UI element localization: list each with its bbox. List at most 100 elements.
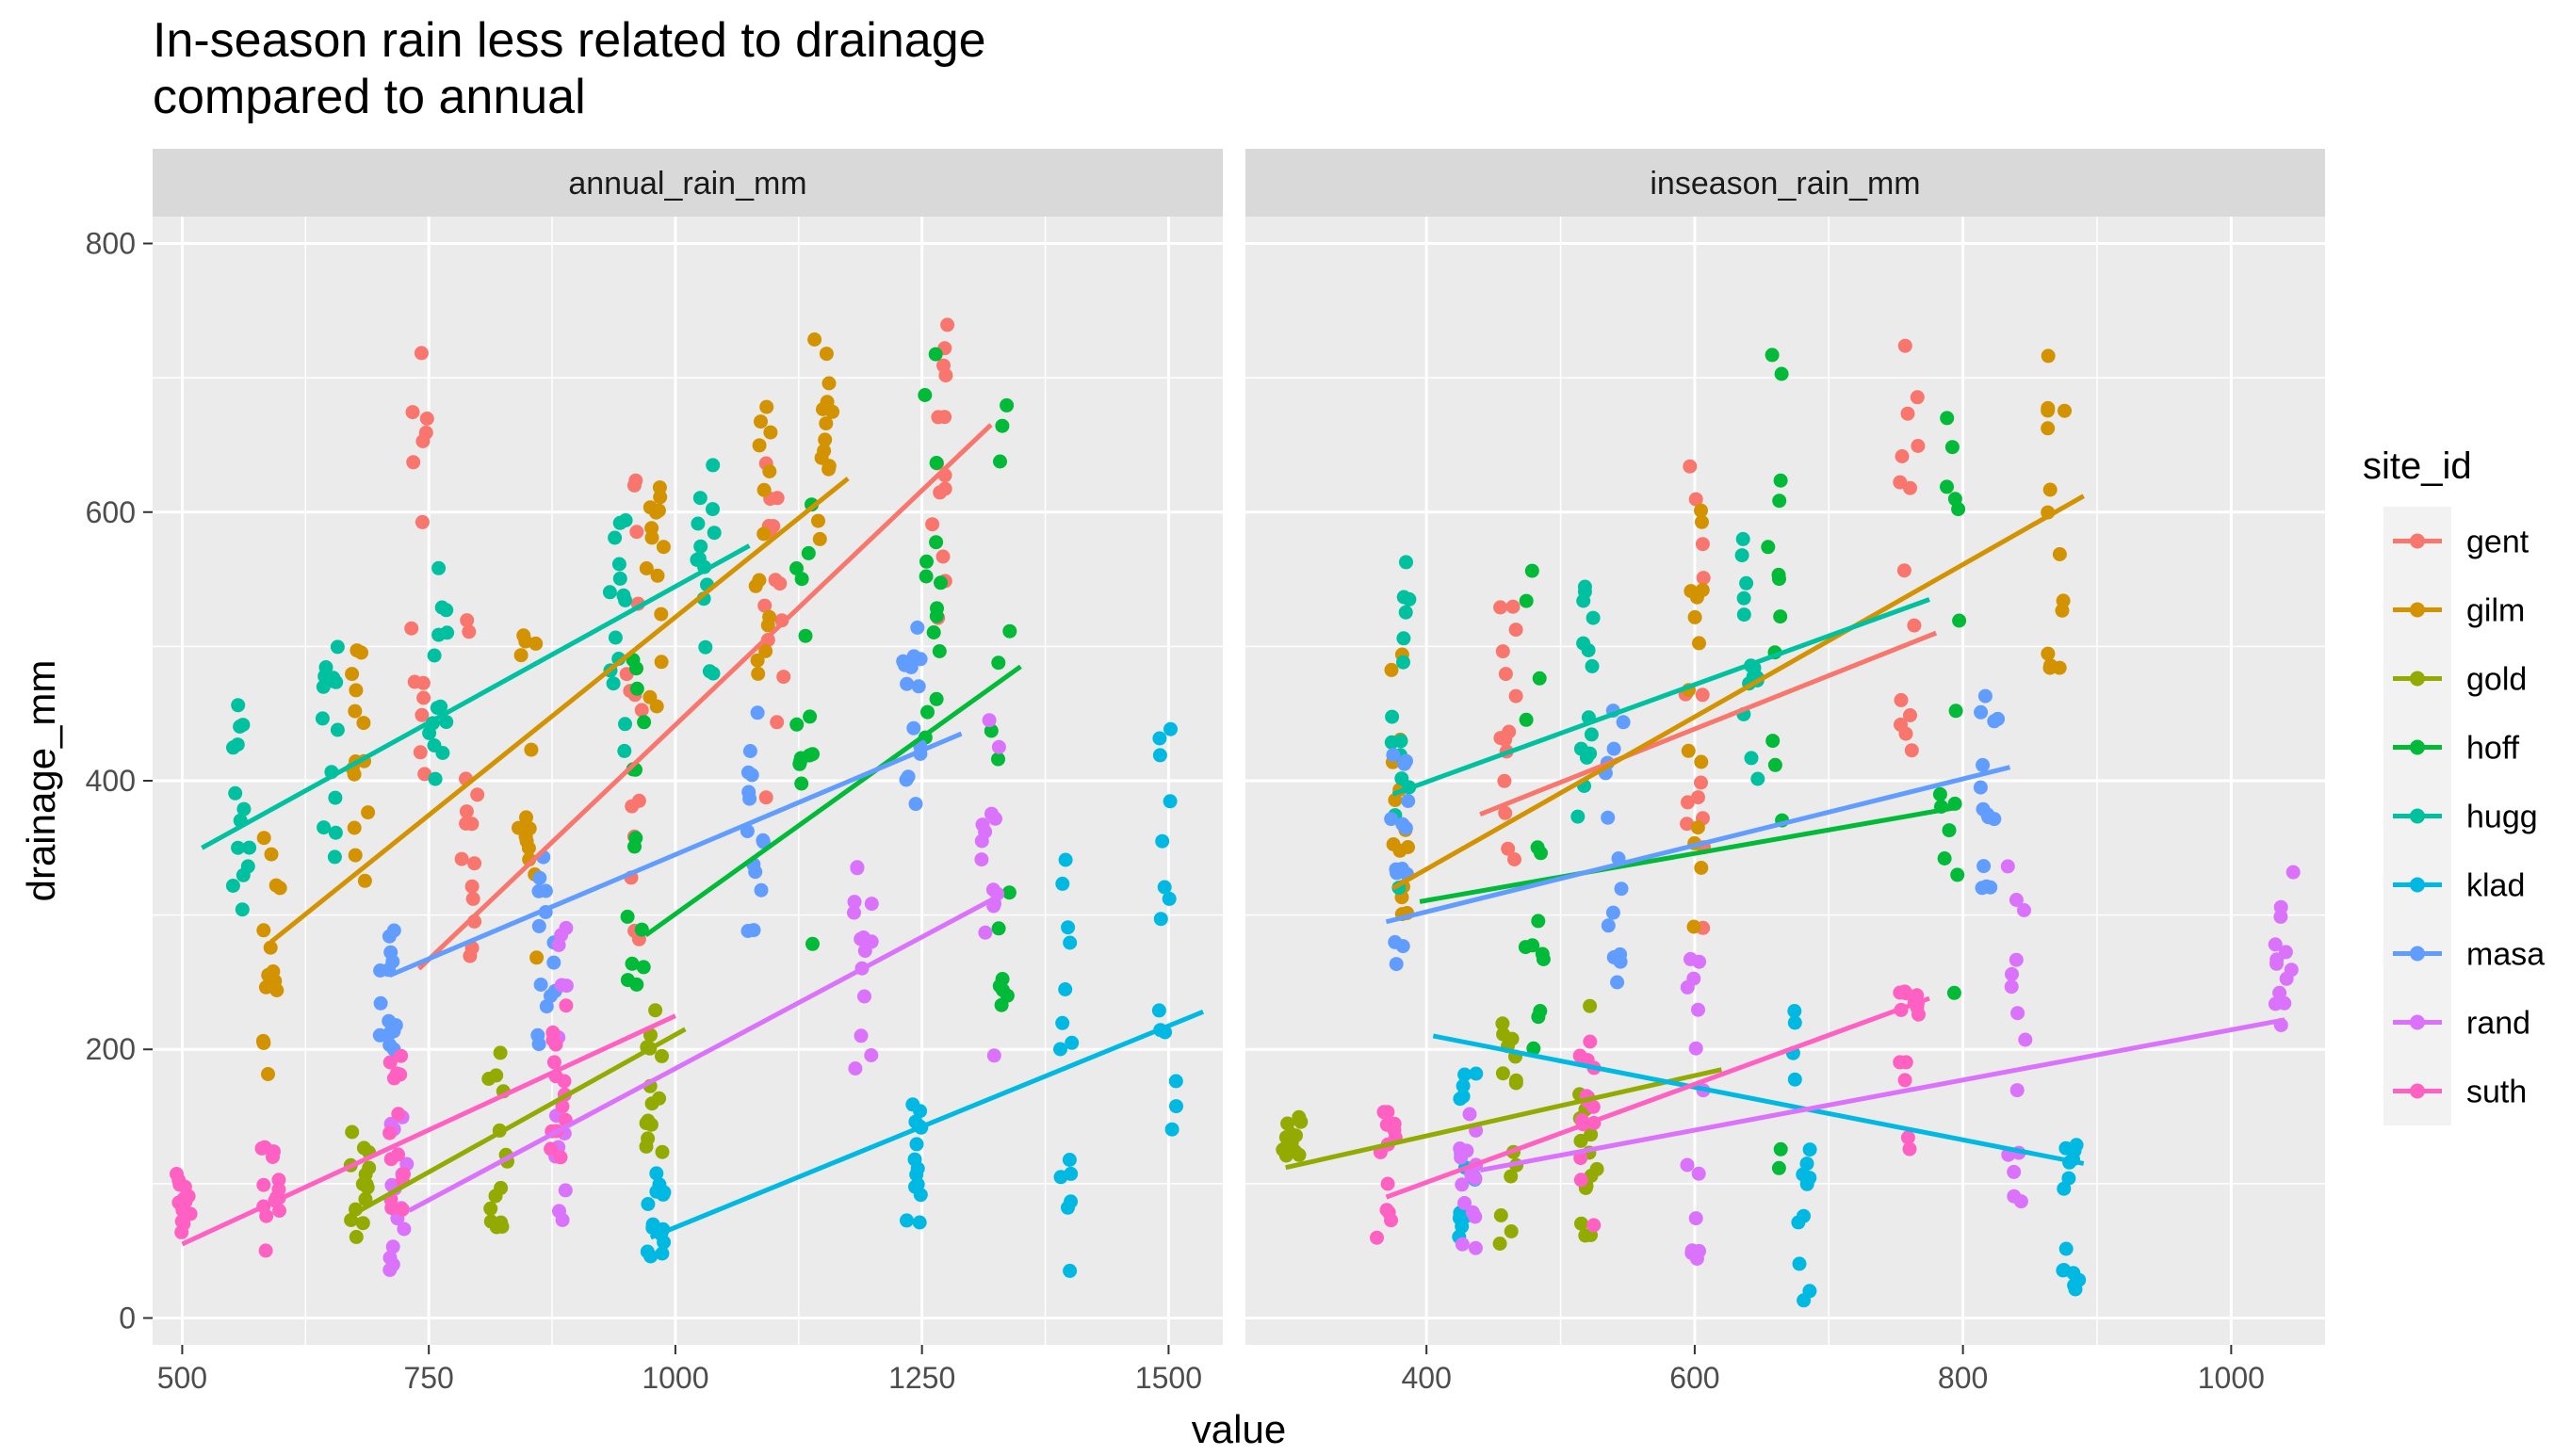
data-point-hugg — [422, 725, 437, 740]
data-point-hugg — [618, 592, 633, 607]
legend-label: hugg — [2466, 800, 2538, 835]
data-point-suth — [383, 1152, 399, 1167]
data-point-gent — [413, 745, 428, 760]
data-point-gilm — [1694, 503, 1708, 518]
data-point-hugg — [326, 671, 341, 686]
data-point-suth — [1380, 1176, 1395, 1191]
data-point-hugg — [706, 666, 721, 681]
data-point-gent — [407, 674, 422, 689]
data-point-masa — [1610, 975, 1625, 990]
legend-label: klad — [2466, 868, 2525, 904]
data-point-gilm — [821, 461, 837, 477]
data-point-suth — [548, 1037, 563, 1052]
facet-strip — [153, 149, 1223, 217]
data-point-gilm — [261, 1067, 275, 1081]
data-point-gilm — [2041, 348, 2056, 364]
data-point-hoff — [926, 625, 941, 639]
data-point-gilm — [2042, 482, 2058, 497]
data-point-hugg — [692, 491, 708, 506]
data-point-gilm — [1692, 636, 1706, 651]
data-point-suth — [1897, 1073, 1912, 1088]
data-point-gold — [643, 1027, 658, 1043]
data-point-gent — [1900, 406, 1915, 421]
data-point-rand — [1691, 1166, 1706, 1181]
data-point-rand — [554, 978, 569, 993]
data-point-gent — [1694, 775, 1708, 790]
data-point-hoff — [1944, 440, 1960, 455]
chart-title-line-1: In-season rain less related to drainage — [153, 13, 986, 68]
facet-strip-label: annual_rain_mm — [568, 166, 806, 202]
data-point-gold — [1292, 1147, 1307, 1162]
data-point-masa — [1976, 801, 1991, 817]
data-point-gold — [483, 1201, 498, 1216]
legend-key-point — [2410, 602, 2425, 618]
data-point-gilm — [751, 666, 766, 681]
data-point-klad — [1469, 1066, 1484, 1081]
data-point-gent — [1898, 726, 1913, 741]
data-point-rand — [1691, 1002, 1705, 1017]
data-point-gent — [414, 346, 429, 361]
data-point-suth — [1573, 1173, 1588, 1188]
data-point-gent — [405, 405, 420, 420]
data-point-gent — [776, 670, 791, 685]
data-point-hugg — [1396, 655, 1410, 670]
data-point-gilm — [518, 830, 533, 844]
data-point-hoff — [993, 454, 1007, 469]
data-point-gilm — [521, 841, 536, 855]
data-point-masa — [1616, 715, 1631, 730]
trend-line-rand — [408, 893, 1002, 1213]
data-point-masa — [1987, 714, 2002, 729]
data-point-gent — [465, 891, 480, 906]
data-point-hugg — [1396, 631, 1411, 646]
data-point-hugg — [431, 627, 447, 642]
data-point-masa — [1601, 918, 1616, 933]
data-point-rand — [864, 1048, 879, 1062]
data-point-gent — [415, 707, 430, 722]
data-point-masa — [1605, 905, 1620, 920]
data-point-rand — [2000, 859, 2015, 874]
data-point-gent — [1493, 600, 1508, 615]
data-point-hugg — [240, 859, 255, 874]
data-point-klad — [1162, 891, 1177, 906]
data-point-gold — [1578, 1228, 1593, 1243]
data-point-hoff — [929, 691, 944, 706]
data-point-suth — [557, 1074, 572, 1089]
data-point-hoff — [928, 347, 943, 362]
data-point-klad — [1065, 1035, 1080, 1050]
trend-line-gilm — [269, 477, 850, 945]
data-point-gold — [362, 1160, 377, 1175]
data-point-hugg — [707, 526, 722, 541]
data-point-gent — [1907, 618, 1922, 633]
data-point-gilm — [819, 416, 834, 431]
data-point-masa — [906, 649, 921, 664]
x-tick-label: 1000 — [642, 1361, 708, 1395]
data-point-hoff — [932, 644, 947, 658]
data-point-rand — [1468, 1240, 1483, 1255]
data-point-hoff — [918, 388, 933, 402]
data-point-rand — [2273, 899, 2288, 914]
data-point-gent — [1904, 743, 1919, 758]
data-point-masa — [531, 883, 546, 898]
data-point-klad — [1063, 1263, 1078, 1278]
facet-panel-annual_rain_mm: annual_rain_mm 500 750 1000 1250 1500 — [153, 149, 1223, 1395]
data-point-gilm — [759, 399, 774, 414]
data-point-gold — [648, 1003, 663, 1018]
legend-item-gold: gold — [2383, 644, 2527, 713]
data-point-hugg — [315, 711, 330, 726]
data-point-masa — [1401, 794, 1416, 808]
data-point-rand — [2007, 1164, 2022, 1179]
data-point-suth — [256, 1177, 271, 1192]
data-point-gold — [356, 1141, 371, 1156]
data-point-rand — [2268, 937, 2283, 952]
data-point-hoff — [991, 752, 1005, 767]
data-point-masa — [910, 620, 925, 635]
data-point-rand — [2271, 995, 2286, 1010]
data-point-hoff — [1771, 1160, 1786, 1175]
data-point-gent — [1903, 708, 1917, 722]
data-point-gilm — [2056, 593, 2071, 608]
data-point-suth — [397, 1167, 411, 1182]
data-point-klad — [1062, 1153, 1077, 1167]
data-point-rand — [850, 860, 865, 875]
data-point-rand — [857, 989, 871, 1004]
